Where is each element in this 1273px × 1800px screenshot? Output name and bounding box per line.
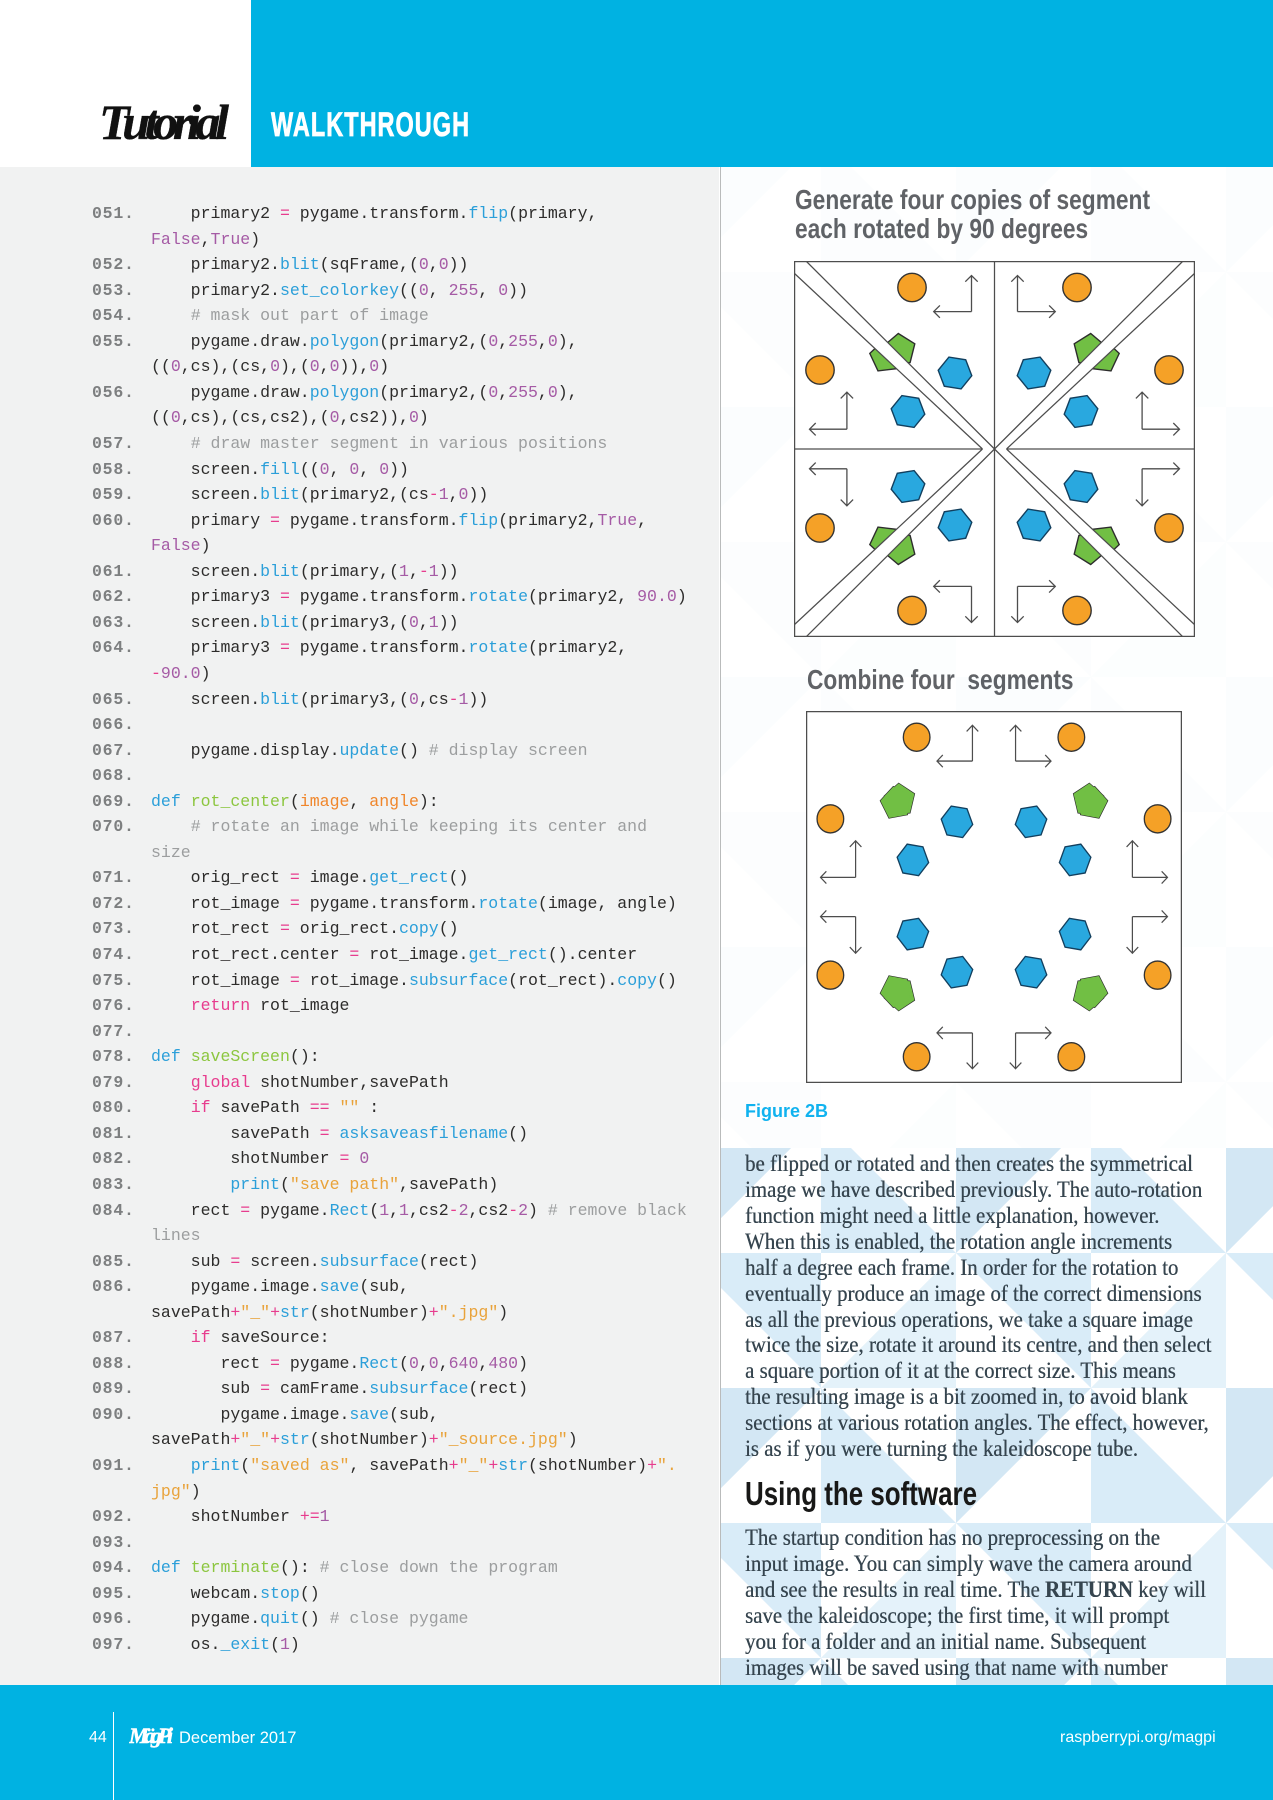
svg-text:Tutorial: Tutorial: [99, 96, 229, 146]
svg-text:MägPi: MägPi: [129, 1723, 174, 1748]
